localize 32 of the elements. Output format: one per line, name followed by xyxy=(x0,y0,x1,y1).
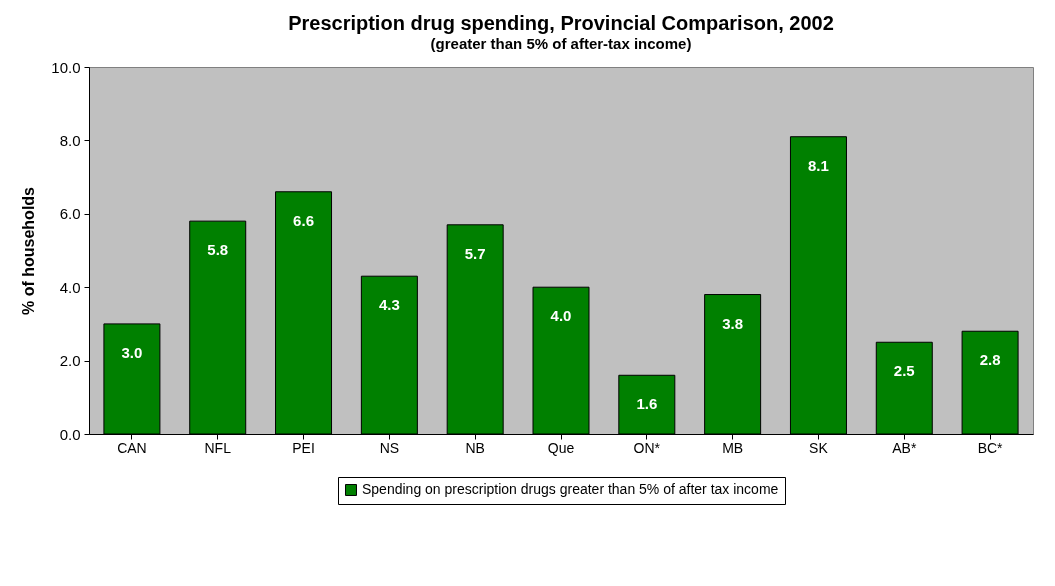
text: 2.8 xyxy=(979,351,1001,369)
text: 2.5 xyxy=(893,362,915,380)
chart-subtitle: (greater than 5% of after-tax income) xyxy=(430,35,692,52)
x-tick-label: SK xyxy=(809,439,829,456)
y-tick-label: 8.0 xyxy=(59,131,81,149)
text: 1.6 xyxy=(636,395,658,413)
x-tick-label: AB* xyxy=(892,439,917,456)
y-tick-label: 2.0 xyxy=(59,352,81,370)
text: 3.8 xyxy=(722,314,744,332)
y-tick-label: 0.0 xyxy=(59,425,81,443)
x-tick-label: NFL xyxy=(204,439,232,456)
x-tick-label: NB xyxy=(465,439,485,456)
x-tick-label: NS xyxy=(379,439,400,456)
text: 5.8 xyxy=(207,241,229,259)
text: 5.7 xyxy=(464,244,486,262)
text: 4.3 xyxy=(378,296,400,314)
text: 8.1 xyxy=(808,156,829,174)
text: 4.0 xyxy=(550,307,572,325)
x-tick-label: BC* xyxy=(977,439,1004,456)
y-tick-label: 4.0 xyxy=(59,278,81,296)
x-tick-label: CAN xyxy=(117,439,147,456)
x-tick-label: Que xyxy=(547,439,575,456)
x-tick-label: MB xyxy=(722,439,744,456)
legend-label: Spending on prescription drugs greater than 5% of after tax income xyxy=(362,481,779,497)
y-axis-title: % of households xyxy=(20,186,38,315)
y-tick-label: 10.0 xyxy=(51,58,81,76)
chart-title: Prescription drug spending, Provincial Comparison, 2002 xyxy=(288,12,834,34)
text: 3.0 xyxy=(121,343,143,361)
x-tick-label: ON* xyxy=(633,439,661,456)
text: 6.6 xyxy=(293,211,314,229)
y-tick-label: 6.0 xyxy=(59,205,81,223)
x-tick-label: PEI xyxy=(292,439,315,456)
